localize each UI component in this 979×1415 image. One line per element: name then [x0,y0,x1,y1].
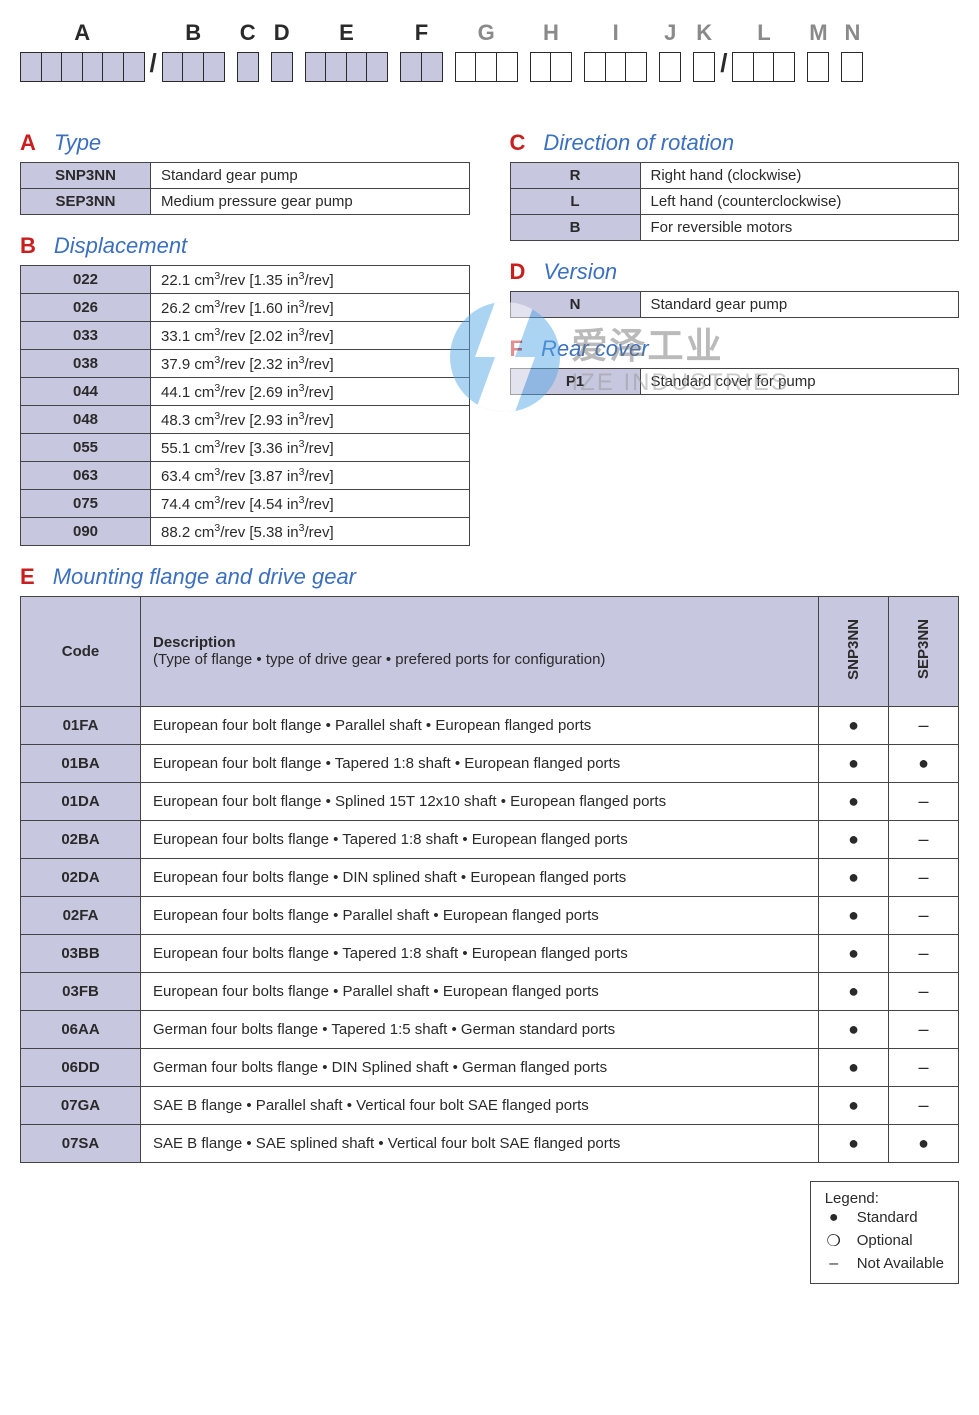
code-slot-J: J [659,20,681,82]
table-mounting-flange: CodeDescription(Type of flange • type of… [20,596,959,1163]
table-row: 09088.2 cm3/rev [5.38 in3/rev] [21,518,470,546]
table-row: 04848.3 cm3/rev [2.93 in3/rev] [21,406,470,434]
table-row: 06AAGerman four bolts flange • Tapered 1… [21,1010,959,1048]
table-row: 02222.1 cm3/rev [1.35 in3/rev] [21,266,470,294]
table-row: 03837.9 cm3/rev [2.32 in3/rev] [21,350,470,378]
section-a-title: AType [20,130,470,156]
table-row: 05555.1 cm3/rev [3.36 in3/rev] [21,434,470,462]
table-row: 03FBEuropean four bolts flange • Paralle… [21,972,959,1010]
legend-title: Legend: [825,1190,944,1207]
table-row: 03BBEuropean four bolts flange • Tapered… [21,934,959,972]
table-row: 02BAEuropean four bolts flange • Tapered… [21,820,959,858]
code-key-bar: A/BCDEFGHIJK/LMN [20,20,959,82]
table-row: 02DAEuropean four bolts flange • DIN spl… [21,858,959,896]
code-slot-A: A [20,20,145,82]
table-rotation: RRight hand (clockwise)LLeft hand (count… [510,162,960,241]
code-slot-N: N [841,20,863,82]
section-e-title: EMounting flange and drive gear [20,564,959,590]
table-row: SNP3NNStandard gear pump [21,163,470,189]
table-row: RRight hand (clockwise) [510,163,959,189]
code-slot-K: K [693,20,715,82]
table-row: LLeft hand (counterclockwise) [510,189,959,215]
legend-row: –Not Available [825,1253,944,1275]
code-slot-D: D [271,20,293,82]
table-row: 07574.4 cm3/rev [4.54 in3/rev] [21,490,470,518]
table-row: 04444.1 cm3/rev [2.69 in3/rev] [21,378,470,406]
table-row: 06363.4 cm3/rev [3.87 in3/rev] [21,462,470,490]
code-slot-E: E [305,20,389,82]
table-row: 03333.1 cm3/rev [2.02 in3/rev] [21,322,470,350]
code-slot-F: F [400,20,443,82]
code-slot-M: M [807,20,829,82]
table-type: SNP3NNStandard gear pumpSEP3NNMedium pre… [20,162,470,215]
legend-row: ●Standard [825,1207,944,1229]
table-displacement: 02222.1 cm3/rev [1.35 in3/rev]02626.2 cm… [20,265,470,546]
code-slot-H: H [530,20,573,82]
table-row: 07GASAE B flange • Parallel shaft • Vert… [21,1086,959,1124]
section-d-title: DVersion [510,259,960,285]
table-row: 01DAEuropean four bolt flange • Splined … [21,782,959,820]
legend-box: Legend: ●Standard❍Optional–Not Available [810,1181,959,1284]
table-rear-cover: P1Standard cover for pump [510,368,960,395]
table-row: 01BAEuropean four bolt flange • Tapered … [21,744,959,782]
section-f-title: FRear cover [510,336,960,362]
code-slot-L: L [732,20,795,82]
table-row: P1Standard cover for pump [510,369,959,395]
table-row: 02626.2 cm3/rev [1.60 in3/rev] [21,294,470,322]
legend-row: ❍Optional [825,1229,944,1253]
table-row: SEP3NNMedium pressure gear pump [21,189,470,215]
table-row: 01FAEuropean four bolt flange • Parallel… [21,706,959,744]
section-b-title: BDisplacement [20,233,470,259]
code-slot-G: G [455,20,518,82]
table-row: 02FAEuropean four bolts flange • Paralle… [21,896,959,934]
code-slot-B: B [162,20,225,82]
table-version: NStandard gear pump [510,291,960,318]
table-row: BFor reversible motors [510,215,959,241]
table-row: 06DDGerman four bolts flange • DIN Splin… [21,1048,959,1086]
code-slot-I: I [584,20,647,82]
section-c-title: CDirection of rotation [510,130,960,156]
code-slot-C: C [237,20,259,82]
table-row: 07SASAE B flange • SAE splined shaft • V… [21,1124,959,1162]
table-row: NStandard gear pump [510,292,959,318]
